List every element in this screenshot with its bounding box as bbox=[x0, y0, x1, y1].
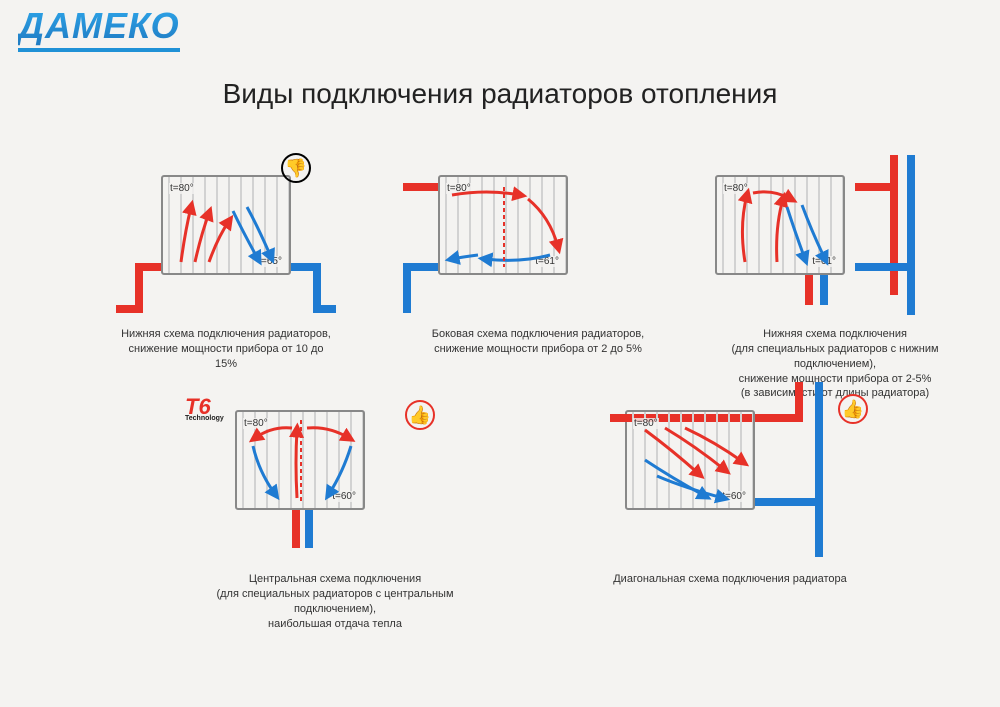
flow-arrows bbox=[717, 177, 847, 277]
panel-central-scheme: T6Technology t=80° t=60° 👍 Центральная с… bbox=[175, 400, 495, 631]
panel-caption: Нижняя схема подключения(для специальных… bbox=[690, 327, 980, 401]
radiator: t=80° t=61° bbox=[715, 175, 845, 275]
panel-bottom-special: t=80° t=61° Нижняя схема подключения(для… bbox=[690, 165, 980, 401]
thumbs-up-icon: 👍 bbox=[405, 400, 435, 430]
panel-caption: Диагональная схема подключения радиатора bbox=[590, 572, 870, 587]
panel-side-scheme: t=80° t=61° Боковая схема подключения ра… bbox=[403, 165, 673, 357]
flow-arrows bbox=[237, 412, 367, 512]
panel-caption: Боковая схема подключения радиаторов,сни… bbox=[403, 327, 673, 357]
radiator: t=80° t=60° bbox=[235, 410, 365, 510]
thumbs-up-icon: 👍 bbox=[838, 394, 868, 424]
page-title: Виды подключения радиаторов отопления bbox=[0, 78, 1000, 110]
brand-logo: ДАМЕКО bbox=[18, 8, 180, 52]
radiator: t=80° t=60° bbox=[625, 410, 755, 510]
t6-badge: T6Technology bbox=[185, 398, 224, 421]
radiator: t=80° t=61° bbox=[438, 175, 568, 275]
thumbs-down-icon: 👍 bbox=[281, 153, 311, 183]
flow-arrows bbox=[163, 177, 293, 277]
radiator: t=80° t=65° bbox=[161, 175, 291, 275]
flow-arrows bbox=[440, 177, 570, 277]
panel-bottom-scheme: t=80° t=65° 👍 Нижняя схема подключения р… bbox=[116, 165, 336, 372]
panel-diagonal-scheme: t=80° t=60° 👍 Диагональная схема подключ… bbox=[590, 400, 870, 587]
flow-arrows bbox=[627, 412, 757, 512]
panel-caption: Центральная схема подключения(для специа… bbox=[175, 572, 495, 631]
panel-caption: Нижняя схема подключения радиаторов,сниж… bbox=[116, 327, 336, 372]
